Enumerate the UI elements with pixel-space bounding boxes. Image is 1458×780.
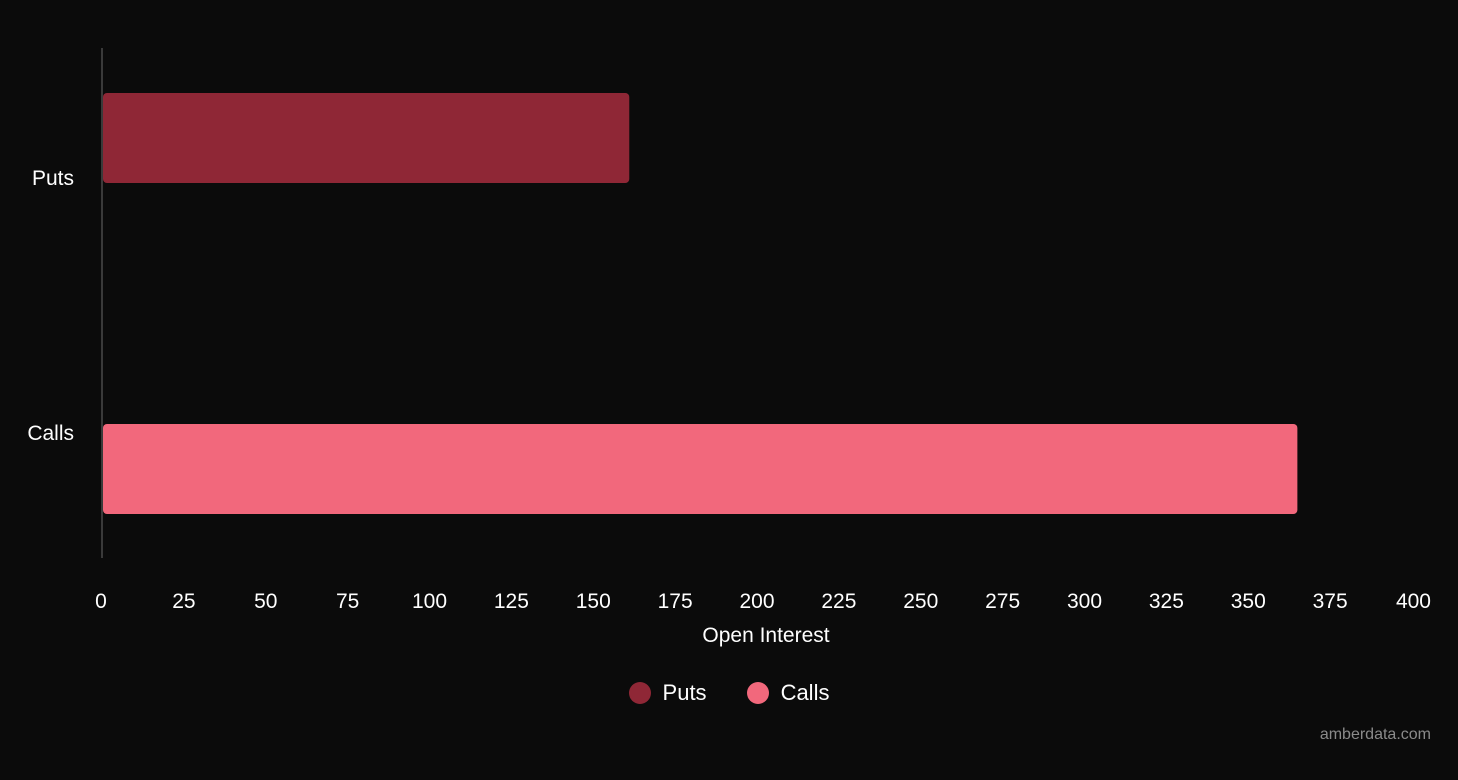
- legend-item-calls[interactable]: Calls: [746, 680, 830, 706]
- x-tick-labels: 0 25 50 75 100 125 150 175 200 225 250 275 300 325 350…: [95, 590, 1431, 613]
- x-tick-label: 100: [412, 590, 447, 613]
- x-tick-label: 375: [1313, 590, 1348, 613]
- bar-puts[interactable]: [103, 93, 630, 183]
- x-tick-label: 0: [95, 590, 107, 613]
- x-tick-label: 175: [658, 590, 693, 613]
- legend-swatch-puts: [628, 682, 651, 704]
- category-label-puts: Puts: [32, 167, 74, 190]
- x-tick-label: 75: [336, 590, 359, 613]
- x-tick-label: 150: [576, 590, 611, 613]
- x-tick-label: 225: [821, 590, 856, 613]
- x-axis-title: Open Interest: [702, 624, 829, 647]
- legend-label-puts: Puts: [662, 680, 707, 705]
- category-label-calls: Calls: [27, 422, 74, 445]
- x-tick-label: 325: [1149, 590, 1184, 613]
- legend-label-calls: Calls: [780, 680, 830, 705]
- watermark-text: amberdata.com: [1319, 726, 1431, 743]
- legend-swatch-calls: [746, 682, 769, 704]
- bars-group: [103, 93, 1298, 514]
- x-tick-label: 350: [1231, 590, 1266, 613]
- x-tick-label: 25: [172, 590, 195, 613]
- x-tick-label: 200: [739, 590, 774, 613]
- bar-calls[interactable]: [103, 424, 1298, 514]
- x-tick-label: 300: [1067, 590, 1102, 613]
- x-tick-label: 125: [494, 590, 529, 613]
- x-tick-label: 250: [903, 590, 938, 613]
- legend-item-puts[interactable]: Puts: [628, 680, 707, 706]
- x-tick-label: 50: [254, 590, 277, 613]
- legend: Puts Calls: [0, 680, 1458, 706]
- x-tick-label: 275: [985, 590, 1020, 613]
- x-tick-label: 400: [1396, 590, 1431, 613]
- category-labels: Puts Calls: [27, 167, 74, 445]
